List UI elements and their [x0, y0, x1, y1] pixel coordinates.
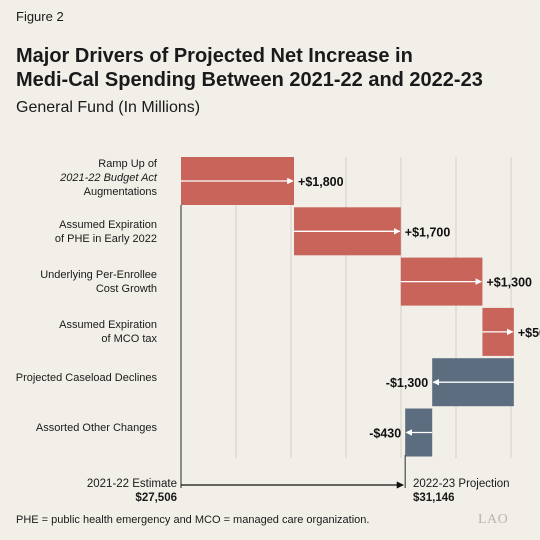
chart-title: Major Drivers of Projected Net Increase … — [16, 44, 526, 92]
lao-logo: LAO — [478, 512, 509, 527]
title-line-2: Medi-Cal Spending Between 2021-22 and 20… — [16, 69, 483, 91]
row-label-mco-tax: Assumed Expiration of MCO tax — [59, 319, 157, 345]
row-label-caseload: Projected Caseload Declines — [15, 372, 157, 384]
row-label-ramp-up: Ramp Up of 2021-22 Budget Act Augmentati… — [60, 158, 157, 198]
title-line-1: Major Drivers of Projected Net Increase … — [16, 45, 413, 67]
data-label: +$500 — [518, 326, 540, 340]
data-label: +$1,700 — [405, 225, 451, 239]
data-label: -$430 — [369, 427, 401, 441]
row-label-per-enrollee: Underlying Per-Enrollee Cost Growth — [40, 269, 157, 295]
figure-label: Figure 2 — [16, 9, 64, 24]
row-label-phe-expiration: Assumed Expiration of PHE in Early 2022 — [54, 219, 157, 245]
start-label: 2021-22 Estimate $27,506 — [86, 478, 177, 504]
data-label: +$1,300 — [486, 276, 532, 290]
chart-subtitle: General Fund (In Millions) — [16, 99, 201, 116]
end-label: 2022-23 Projection $31,146 — [413, 478, 510, 504]
footnote: PHE = public health emergency and MCO = … — [16, 514, 370, 526]
data-label: -$1,300 — [386, 376, 428, 390]
data-label: +$1,800 — [298, 175, 344, 189]
row-label-other: Assorted Other Changes — [35, 422, 157, 434]
